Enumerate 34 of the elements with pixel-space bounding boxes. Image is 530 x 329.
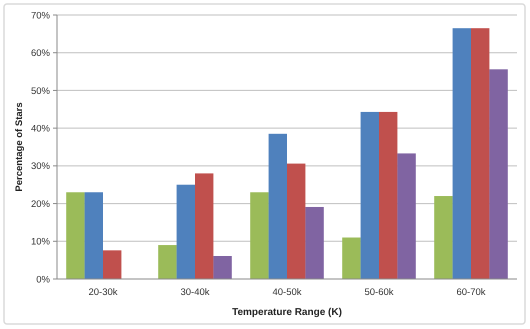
bar xyxy=(342,238,361,279)
y-tick-label: 60% xyxy=(30,48,51,60)
y-tick-label: 10% xyxy=(30,236,51,248)
y-tick-label: 50% xyxy=(30,86,51,97)
bar xyxy=(287,164,306,279)
bar xyxy=(489,69,508,279)
y-axis-title: Percentage of Stars xyxy=(14,102,25,192)
x-tick-label: 20-30k xyxy=(88,287,118,298)
bar xyxy=(379,112,398,279)
x-tick-label: 60-70k xyxy=(456,287,486,298)
bar xyxy=(268,134,287,279)
y-tick-label: 40% xyxy=(30,123,51,134)
x-tick-label: 30-40k xyxy=(180,287,210,298)
bar xyxy=(84,192,103,279)
bar xyxy=(360,112,379,279)
bar xyxy=(250,192,269,279)
bar xyxy=(176,184,195,279)
y-tick-label: 20% xyxy=(30,198,51,210)
bar xyxy=(158,245,177,279)
bar xyxy=(397,153,416,279)
bar xyxy=(305,206,324,279)
bar xyxy=(195,173,214,279)
bar xyxy=(103,250,122,279)
y-tick-label: 70% xyxy=(30,10,51,22)
bar xyxy=(66,192,85,279)
bar xyxy=(213,256,232,279)
y-tick-label: 0% xyxy=(36,274,51,286)
bar xyxy=(452,28,471,279)
bar xyxy=(471,28,490,279)
x-axis-title: Temperature Range (K) xyxy=(232,307,342,318)
y-tick-label: 30% xyxy=(30,161,51,172)
x-tick-label: 50-60k xyxy=(364,287,394,298)
x-tick-label: 40-50k xyxy=(272,287,302,298)
bar xyxy=(434,196,453,279)
